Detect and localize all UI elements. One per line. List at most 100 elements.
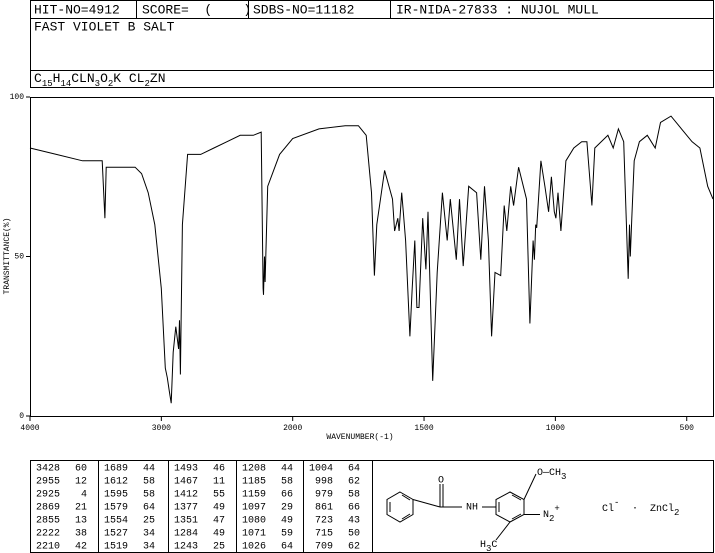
peak-wavenumber: 1159 <box>242 490 266 501</box>
peak-transmittance: 25 <box>143 516 155 527</box>
peak-wavenumber: 723 <box>315 516 333 527</box>
x-tick-label: 1000 <box>546 424 565 433</box>
y-tick-label: 0 <box>19 412 24 421</box>
peak-transmittance: 59 <box>281 529 293 540</box>
peak-transmittance: 11 <box>213 477 225 488</box>
peak-wavenumber: 1377 <box>174 503 198 514</box>
peak-transmittance: 64 <box>348 464 360 475</box>
y-tick-label: 50 <box>14 253 24 262</box>
peak-transmittance: 58 <box>143 490 155 501</box>
peak-transmittance: 62 <box>348 542 360 553</box>
benzene-ring <box>495 491 525 523</box>
y-axis-label: TRANSMITTANCE(%) <box>3 218 12 295</box>
header-box <box>30 0 714 88</box>
zinc-label: ZnCl2 <box>650 503 679 519</box>
methyl-label: H3C <box>480 540 497 553</box>
plot: 4000 3000 2000 1500 1000 500 0 50 100 <box>10 93 714 433</box>
bond <box>495 521 511 541</box>
peak-wavenumber: 2855 <box>36 516 60 527</box>
plot-frame <box>30 97 714 417</box>
double-bond <box>511 494 522 501</box>
peak-transmittance: 44 <box>281 464 293 475</box>
diazonium-label: N2+ <box>543 504 560 524</box>
peak-transmittance: 13 <box>75 516 87 527</box>
ir-info: IR-NIDA-27833 : NUJOL MULL <box>396 2 599 17</box>
x-tick-label: 1500 <box>414 424 433 433</box>
peak-transmittance: 50 <box>348 529 360 540</box>
peak-wavenumber: 1527 <box>104 529 128 540</box>
peak-wavenumber: 715 <box>315 529 333 540</box>
bond <box>523 473 537 500</box>
spectrum-line <box>29 115 714 404</box>
hit-no: HIT-NO=4912 <box>34 2 120 17</box>
peak-wavenumber: 1612 <box>104 477 128 488</box>
peak-wavenumber: 1071 <box>242 529 266 540</box>
bond <box>412 499 441 508</box>
peak-wavenumber: 1467 <box>174 477 198 488</box>
peak-wavenumber: 2222 <box>36 529 60 540</box>
chloride-label: Cl- <box>602 498 619 514</box>
peak-wavenumber: 1185 <box>242 477 266 488</box>
peak-transmittance: 34 <box>143 542 155 553</box>
formula: C15H14CLN3O2K CL2ZN <box>34 71 166 89</box>
sdbs-no: SDBS-NO=11182 <box>253 2 354 17</box>
peak-transmittance: 46 <box>213 464 225 475</box>
peak-transmittance: 55 <box>213 490 225 501</box>
amide-label: NH <box>466 503 478 514</box>
peak-wavenumber: 2925 <box>36 490 60 501</box>
peak-transmittance: 42 <box>75 542 87 553</box>
peak-wavenumber: 1493 <box>174 464 198 475</box>
peak-wavenumber: 1519 <box>104 542 128 553</box>
peak-transmittance: 29 <box>281 503 293 514</box>
peak-transmittance: 64 <box>281 542 293 553</box>
peak-wavenumber: 709 <box>315 542 333 553</box>
peak-wavenumber: 1554 <box>104 516 128 527</box>
peak-wavenumber: 861 <box>315 503 333 514</box>
peak-wavenumber: 1004 <box>309 464 333 475</box>
oxygen: O <box>438 476 444 487</box>
peak-transmittance: 49 <box>213 529 225 540</box>
peak-transmittance: 12 <box>75 477 87 488</box>
double-bond <box>511 513 522 520</box>
compound-name: FAST VIOLET B SALT <box>34 19 175 34</box>
y-tick-label: 100 <box>10 93 25 102</box>
peak-transmittance: 34 <box>143 529 155 540</box>
peak-wavenumber: 2210 <box>36 542 60 553</box>
peak-transmittance: 21 <box>75 503 87 514</box>
x-tick-label: 500 <box>680 424 695 433</box>
benzene-ring <box>386 491 414 523</box>
peak-wavenumber: 1412 <box>174 490 198 501</box>
peak-transmittance: 58 <box>281 477 293 488</box>
peak-transmittance: 58 <box>348 490 360 501</box>
score: SCORE= ( ) <box>142 2 251 17</box>
peak-wavenumber: 1208 <box>242 464 266 475</box>
peak-wavenumber: 1351 <box>174 516 198 527</box>
peak-transmittance: 25 <box>213 542 225 553</box>
double-bond <box>401 513 411 520</box>
peak-transmittance: 47 <box>213 516 225 527</box>
peak-transmittance: 38 <box>75 529 87 540</box>
dot: · <box>632 504 638 515</box>
peak-transmittance: 64 <box>143 503 155 514</box>
peak-wavenumber: 2869 <box>36 503 60 514</box>
peak-transmittance: 49 <box>213 503 225 514</box>
peak-wavenumber: 2955 <box>36 477 60 488</box>
peak-wavenumber: 1284 <box>174 529 198 540</box>
peak-wavenumber: 1097 <box>242 503 266 514</box>
peak-transmittance: 49 <box>281 516 293 527</box>
peak-wavenumber: 3428 <box>36 464 60 475</box>
peak-wavenumber: 998 <box>315 477 333 488</box>
peak-transmittance: 60 <box>75 464 87 475</box>
peak-transmittance: 44 <box>143 464 155 475</box>
peak-wavenumber: 1080 <box>242 516 266 527</box>
peak-wavenumber: 1689 <box>104 464 128 475</box>
double-bond <box>401 494 411 501</box>
methoxy-label: O—CH3 <box>537 468 566 483</box>
x-axis-label: WAVENUMBER(-1) <box>326 433 393 442</box>
peak-transmittance: 66 <box>281 490 293 501</box>
peak-transmittance: 58 <box>143 477 155 488</box>
peak-wavenumber: 1026 <box>242 542 266 553</box>
x-tick-label: 2000 <box>283 424 302 433</box>
peak-transmittance: 66 <box>348 503 360 514</box>
